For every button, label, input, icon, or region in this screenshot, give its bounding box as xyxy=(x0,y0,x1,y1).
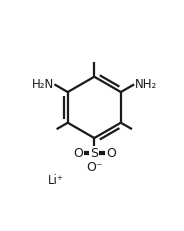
Text: H₂N: H₂N xyxy=(31,79,54,91)
Text: O⁻: O⁻ xyxy=(86,161,102,174)
Text: NH₂: NH₂ xyxy=(135,79,157,91)
Text: Li⁺: Li⁺ xyxy=(48,174,64,187)
Text: S: S xyxy=(90,146,98,160)
Text: O: O xyxy=(73,146,83,160)
Text: O: O xyxy=(106,146,116,160)
